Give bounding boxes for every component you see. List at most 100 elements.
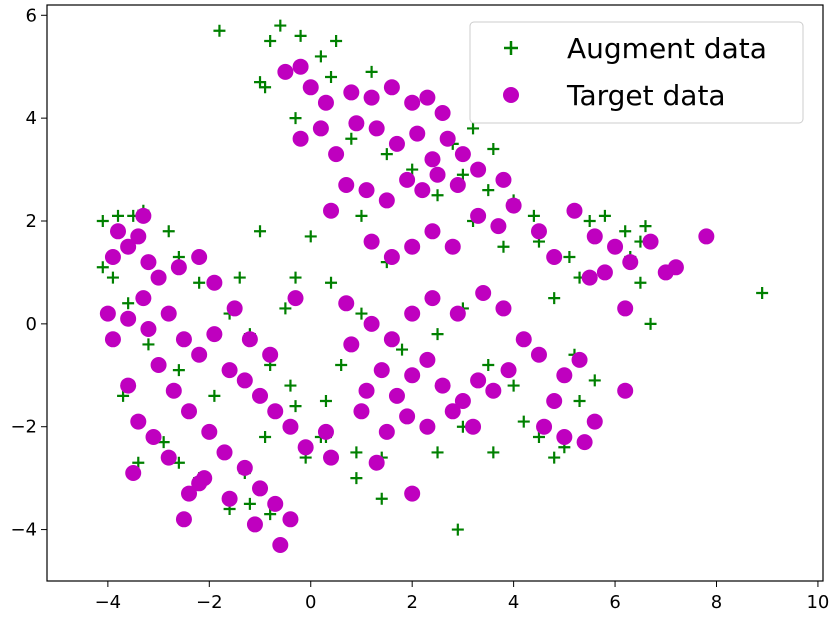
target-data-point [99,305,116,322]
target-data-point [596,264,613,281]
target-data-point [404,238,421,255]
augment-data-point [456,168,469,181]
legend-marker-plus [504,41,518,55]
target-data-point [530,346,547,363]
target-data-point [586,228,603,245]
target-data-point [470,207,487,224]
target-data-point [383,79,400,96]
augment-data-point [208,389,221,402]
target-data-point [363,233,380,250]
target-data-point [642,233,659,250]
augment-data-point [319,395,332,407]
augment-data-point [330,35,343,47]
target-data-point [343,336,360,353]
target-data-point [419,351,436,368]
target-data-point [530,223,547,240]
augment-data-point [548,292,561,305]
target-data-point [201,423,218,440]
target-data-point [566,202,583,219]
target-data-point [302,79,319,96]
target-data-point [434,377,451,394]
target-data-point [181,485,198,502]
target-data-point [546,393,563,409]
target-data-point [617,382,634,399]
target-data-point [175,511,192,528]
augment-data-point [294,29,307,42]
augment-data-point [193,276,206,289]
augment-data-point [598,209,611,222]
target-data-point [424,151,441,168]
target-data-point [246,516,263,533]
target-data-point [170,259,187,276]
augment-data-point [639,220,652,233]
target-data-point [485,382,502,399]
target-data-point [328,146,345,163]
augment-data-point [264,508,277,521]
augment-data-point [172,456,185,469]
augment-data-point [304,230,317,243]
target-data-point [323,202,340,219]
augment-data-point [467,122,480,135]
target-data-point [206,274,223,291]
augment-data-point [527,209,540,222]
target-data-point [216,444,233,461]
augment-data-point [335,359,348,371]
target-data-point [338,295,355,312]
target-data-point [399,408,416,425]
target-data-point [454,146,471,163]
target-data-point [120,377,137,394]
target-data-point [414,182,431,199]
augment-data-point [289,400,302,413]
target-data-point [657,264,674,281]
target-data-point [363,315,380,332]
target-data-point [323,449,340,466]
legend: Augment data Target data [469,21,804,124]
target-data-point [252,387,269,404]
target-data-point [388,135,405,152]
target-data-point [140,321,157,337]
x-tick-label: −2 [196,592,223,613]
augment-data-point [532,431,545,443]
y-tick-label: 4 [26,108,37,129]
target-data-point [424,223,441,240]
target-data-point [490,218,507,235]
target-data-point [236,459,253,476]
augment-data-point [375,492,388,505]
target-data-point [500,362,517,379]
augment-data-point [172,364,185,377]
augment-data-point [563,251,576,263]
target-data-point [622,254,639,271]
target-data-point [378,423,395,440]
target-data-point [454,393,471,409]
augment-data-point [548,451,561,464]
augment-data-point [279,302,292,315]
target-data-point [125,465,142,481]
target-data-point [581,269,598,286]
target-data-point [373,362,390,379]
target-data-point [120,310,137,327]
target-data-point [409,125,426,142]
augment-data-point [497,240,510,253]
target-data-point [150,357,167,373]
target-data-point [607,238,624,255]
target-data-point [175,331,192,348]
augment-data-point [406,163,419,176]
augment-data-point [355,307,368,320]
target-data-point [363,89,380,106]
target-data-point [515,331,532,348]
augment-data-point [325,71,338,83]
y-tick-label: 6 [26,5,37,26]
augment-data-point [117,389,130,402]
augment-data-point [619,225,632,238]
target-data-point [140,254,157,271]
target-data-point [495,171,512,188]
target-data-point [272,537,289,553]
target-data-point [221,490,238,507]
target-data-point [206,326,223,343]
target-data-point [556,429,573,445]
target-data-point [399,171,416,188]
target-data-point [110,223,127,240]
target-data-point [556,367,573,384]
target-data-point [698,228,715,245]
